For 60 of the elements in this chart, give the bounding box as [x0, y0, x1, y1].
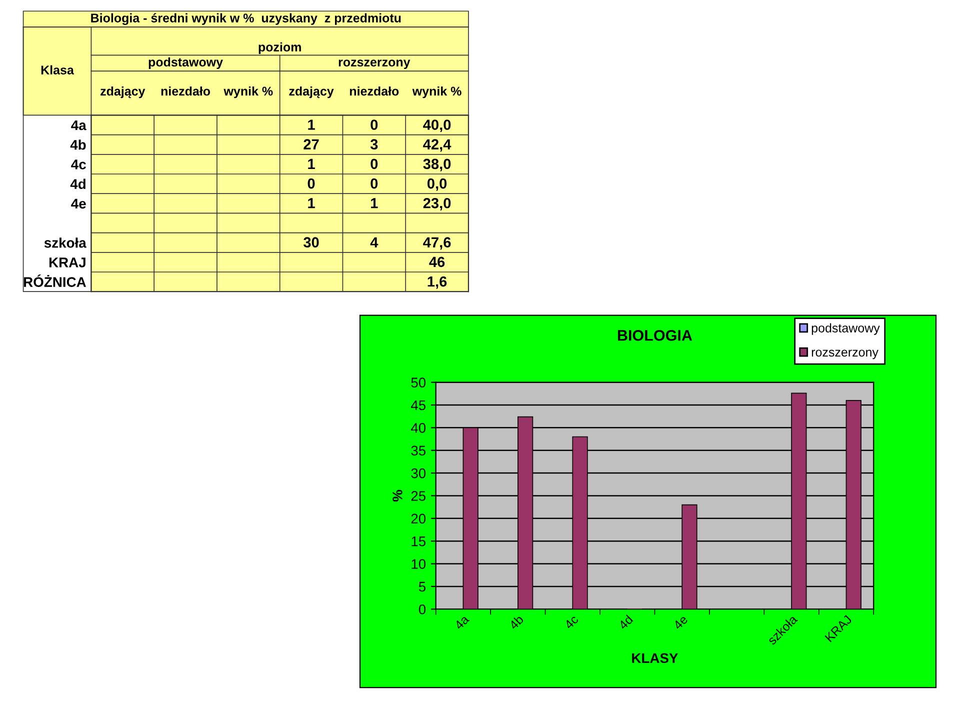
- y-tick-label: 10: [412, 559, 426, 569]
- y-tick-label: 0: [418, 604, 426, 614]
- x-tick-label: 4e: [672, 614, 688, 630]
- legend-label: podstawowy: [812, 323, 880, 335]
- text: 3: [370, 139, 378, 150]
- text: 30: [304, 237, 319, 248]
- category-label: wynik %: [412, 86, 462, 98]
- y-tick-label: 20: [411, 514, 426, 524]
- category-label: RÓŻNICA: [24, 274, 86, 287]
- category-label: 4e: [71, 198, 86, 209]
- category-label: 4c: [71, 160, 86, 170]
- y-tick-label: 45: [410, 400, 426, 410]
- text: 40,0: [423, 120, 451, 132]
- text: 46: [429, 256, 445, 268]
- text: poziom: [258, 42, 301, 54]
- text: 0,0: [427, 178, 447, 191]
- text: 1,6: [428, 276, 447, 289]
- text: 1: [308, 158, 315, 169]
- category-label: 4a: [71, 120, 86, 130]
- y-tick-label: 35: [411, 446, 426, 456]
- text: 0: [370, 158, 378, 170]
- y-axis-title: %: [392, 490, 402, 502]
- x-axis-title: KLASY: [632, 653, 678, 664]
- text: 23,0: [423, 198, 451, 210]
- y-tick-label: 25: [411, 491, 426, 501]
- text: 47,6: [423, 237, 451, 250]
- category-label: szkoła: [44, 238, 86, 248]
- category-label: niezdało: [161, 86, 210, 96]
- y-tick-label: 30: [411, 468, 426, 478]
- text: rozszerzony: [338, 60, 410, 69]
- text: 1: [371, 198, 378, 208]
- text: Biologia - średni wynik w % uzyskany z przedmiotu: [91, 13, 401, 25]
- category-label: zdający: [100, 86, 146, 98]
- text: Klasa: [41, 65, 74, 74]
- y-tick-label: 15: [412, 536, 426, 546]
- category-label: KRAJ: [49, 258, 86, 268]
- text: 1: [308, 198, 315, 208]
- category-label: niezdało: [350, 86, 399, 96]
- y-tick-label: 50: [411, 378, 426, 388]
- text: 38,0: [423, 158, 451, 172]
- text: 1: [308, 120, 315, 130]
- legend-label: rozszerzony: [812, 350, 878, 360]
- category-label: 4d: [70, 178, 86, 189]
- category-label: zdający: [289, 86, 334, 98]
- chart-title: BIOLOGIA: [618, 330, 692, 341]
- category-label: 4b: [70, 140, 86, 150]
- y-tick-label: 5: [418, 582, 426, 592]
- y-tick-label: 40: [410, 423, 426, 433]
- x-tick-label: 4d: [618, 614, 634, 630]
- text: 27: [304, 139, 319, 150]
- text: podstawowy: [148, 57, 223, 69]
- text: 0: [370, 120, 378, 130]
- x-tick-label: 4b: [508, 614, 524, 630]
- text: 42,4: [423, 139, 452, 152]
- category-label: wynik %: [224, 86, 273, 98]
- text: 0: [370, 178, 378, 189]
- x-tick-label: 4c: [564, 614, 579, 630]
- x-tick-label: 4a: [454, 614, 470, 630]
- text: 0: [308, 178, 315, 189]
- text: 4: [370, 237, 378, 248]
